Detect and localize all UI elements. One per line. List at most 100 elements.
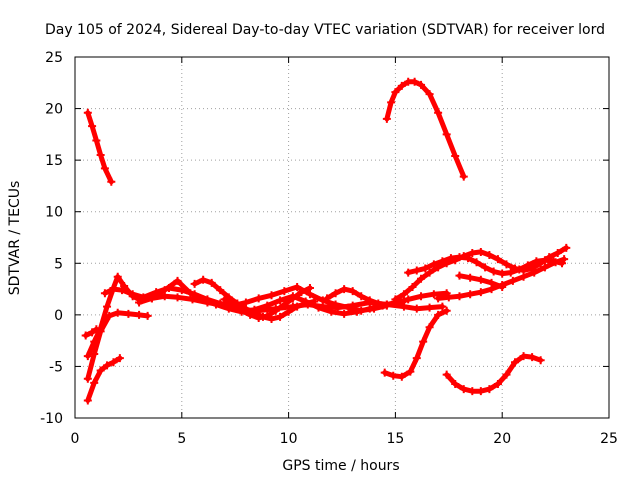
data-point xyxy=(357,292,366,301)
data-point xyxy=(100,289,109,298)
x-tick-label: 20 xyxy=(493,431,511,447)
data-point xyxy=(83,108,92,117)
data-point xyxy=(455,253,464,262)
series-arc-early-d xyxy=(81,325,101,340)
y-tick-label: 0 xyxy=(54,308,63,324)
data-point xyxy=(425,90,434,99)
data-point xyxy=(365,304,374,313)
data-point xyxy=(391,88,400,97)
data-point xyxy=(459,385,468,394)
tick-labels: 0 5 10 15 20 25 -10 -5 0 5 10 15 20 25 xyxy=(40,50,618,447)
data-point xyxy=(399,290,408,299)
data-point xyxy=(429,260,438,269)
data-point xyxy=(451,379,460,388)
data-point xyxy=(412,266,421,275)
data-point xyxy=(498,283,507,292)
data-point xyxy=(124,309,133,318)
data-point xyxy=(128,290,137,299)
data-point xyxy=(382,300,391,309)
data-point xyxy=(389,371,398,380)
data-point xyxy=(410,77,419,86)
data-point xyxy=(135,310,144,319)
data-point xyxy=(90,350,99,359)
data-point xyxy=(199,275,208,284)
data-point xyxy=(412,354,421,363)
data-point xyxy=(493,255,502,264)
data-point xyxy=(173,293,182,302)
data-point xyxy=(323,294,332,303)
data-point xyxy=(115,354,124,363)
data-point xyxy=(90,378,99,387)
data-point xyxy=(451,152,460,161)
data-point xyxy=(515,265,524,274)
data-point xyxy=(421,264,430,273)
data-point xyxy=(297,288,306,297)
data-point xyxy=(83,352,92,361)
y-tick-label: -10 xyxy=(40,411,63,427)
data-point xyxy=(536,356,545,365)
data-point xyxy=(476,275,485,284)
series-trace xyxy=(444,353,544,394)
data-point xyxy=(288,294,297,303)
data-point xyxy=(310,297,319,306)
data-point xyxy=(532,257,541,266)
data-point xyxy=(425,268,434,277)
data-point xyxy=(88,328,97,337)
data-point xyxy=(519,272,528,281)
data-point xyxy=(397,81,406,90)
data-point xyxy=(135,298,144,307)
data-point xyxy=(508,276,517,285)
data-point xyxy=(199,295,208,304)
data-point xyxy=(412,304,421,313)
data-point xyxy=(455,271,464,280)
data-point xyxy=(487,278,496,287)
data-point xyxy=(340,285,349,294)
data-point xyxy=(434,294,443,303)
axis-ticks xyxy=(74,56,610,419)
x-axis-label: GPS time / hours xyxy=(282,458,399,474)
data-point xyxy=(530,268,539,277)
data-point xyxy=(438,302,447,311)
plot-frame xyxy=(74,56,610,419)
data-point xyxy=(468,387,477,396)
series-arc-mid-d xyxy=(220,284,314,322)
data-point xyxy=(425,303,434,312)
data-point xyxy=(511,358,520,367)
y-tick-label: 10 xyxy=(45,205,63,221)
data-point xyxy=(523,261,532,270)
data-point xyxy=(340,309,349,318)
data-point xyxy=(318,296,327,305)
data-point xyxy=(464,254,473,263)
data-point xyxy=(263,311,272,320)
data-point xyxy=(263,301,272,310)
data-point xyxy=(404,268,413,277)
data-point xyxy=(485,385,494,394)
series-arc-mid-e xyxy=(323,285,408,309)
data-point xyxy=(284,307,293,316)
data-point xyxy=(109,285,118,294)
data-point xyxy=(103,361,112,370)
data-point xyxy=(81,331,90,340)
data-point xyxy=(173,276,182,285)
data-point xyxy=(442,130,451,139)
series-arc-low-right-a xyxy=(380,306,451,381)
data-point xyxy=(113,308,122,317)
y-axis-label: SDTVAR / TECUs xyxy=(7,181,23,296)
data-point xyxy=(293,283,302,292)
chart-title: Day 105 of 2024, Sidereal Day-to-day VTE… xyxy=(45,22,605,38)
y-tick-label: 25 xyxy=(45,50,63,66)
data-point xyxy=(466,290,475,299)
data-point xyxy=(103,302,112,311)
data-point xyxy=(96,327,105,336)
data-point xyxy=(211,300,220,309)
data-point xyxy=(254,294,263,303)
series-arc-high-right xyxy=(382,77,468,181)
data-point xyxy=(246,310,255,319)
data-point xyxy=(408,283,417,292)
data-point xyxy=(301,299,310,308)
series-trace xyxy=(384,79,467,180)
data-point xyxy=(271,306,280,315)
data-point xyxy=(466,273,475,282)
data-point xyxy=(397,372,406,381)
data-point xyxy=(560,255,569,264)
